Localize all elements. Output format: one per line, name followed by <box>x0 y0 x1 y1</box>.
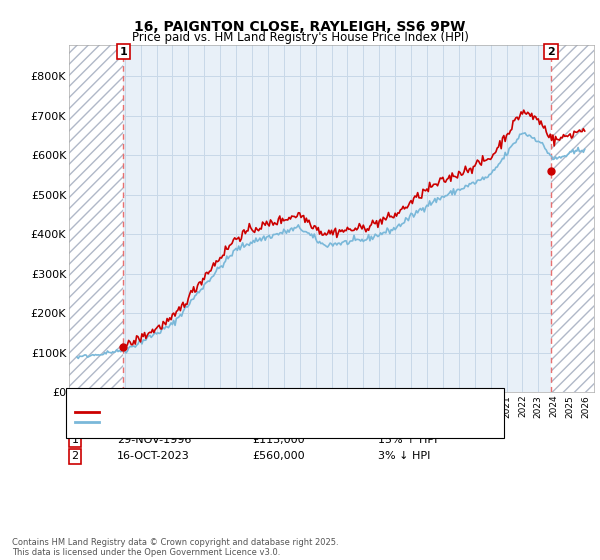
Text: HPI: Average price, detached house, Rochford: HPI: Average price, detached house, Roch… <box>102 417 341 427</box>
Text: 16, PAIGNTON CLOSE, RAYLEIGH, SS6 9PW: 16, PAIGNTON CLOSE, RAYLEIGH, SS6 9PW <box>134 20 466 34</box>
Text: Contains HM Land Registry data © Crown copyright and database right 2025.
This d: Contains HM Land Registry data © Crown c… <box>12 538 338 557</box>
Text: 29-NOV-1996: 29-NOV-1996 <box>117 435 191 445</box>
Text: 15% ↑ HPI: 15% ↑ HPI <box>378 435 437 445</box>
Text: 16-OCT-2023: 16-OCT-2023 <box>117 451 190 461</box>
Text: 3% ↓ HPI: 3% ↓ HPI <box>378 451 430 461</box>
Bar <box>551 45 594 392</box>
Text: £113,000: £113,000 <box>252 435 305 445</box>
Text: £560,000: £560,000 <box>252 451 305 461</box>
Bar <box>69 45 124 392</box>
Text: 2: 2 <box>71 451 79 461</box>
Text: 1: 1 <box>71 435 79 445</box>
Text: 16, PAIGNTON CLOSE, RAYLEIGH, SS6 9PW (detached house): 16, PAIGNTON CLOSE, RAYLEIGH, SS6 9PW (d… <box>102 407 418 417</box>
Text: 1: 1 <box>119 46 127 57</box>
Text: Price paid vs. HM Land Registry's House Price Index (HPI): Price paid vs. HM Land Registry's House … <box>131 31 469 44</box>
Text: 2: 2 <box>547 46 555 57</box>
